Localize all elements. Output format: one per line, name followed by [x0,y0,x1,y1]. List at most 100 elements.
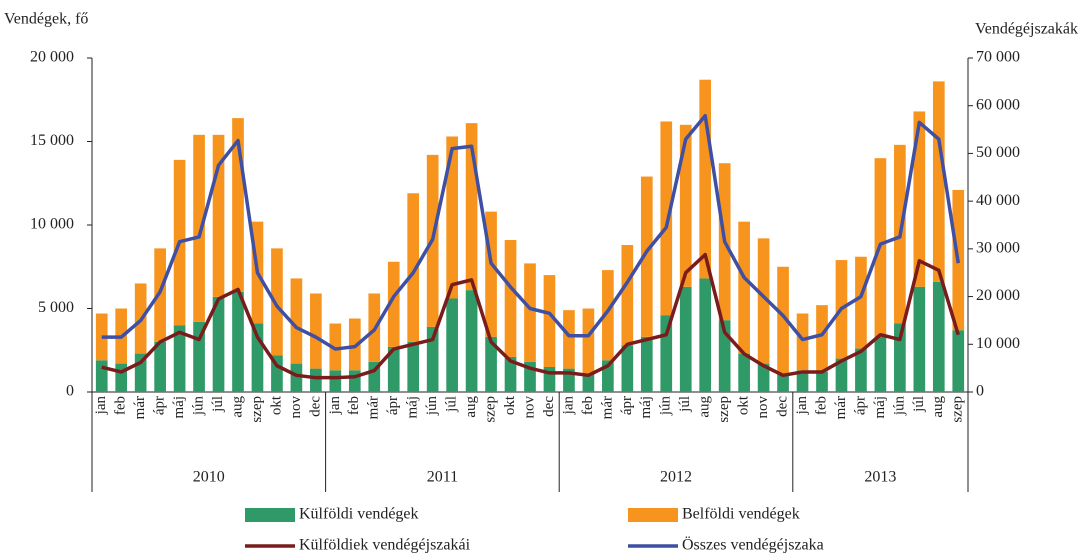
bar [796,370,809,392]
bar [407,341,420,392]
bar [446,136,458,299]
bar [543,366,556,392]
y2-tick-label: 20 000 [976,287,1020,304]
x-tick-label: nov [521,396,537,419]
bar [679,286,692,392]
bar [952,330,965,392]
y-tick-label: 10 000 [30,216,74,233]
x-tick-label: feb [113,396,129,415]
legend-swatch [245,508,295,522]
bar [777,373,789,392]
x-tick-label: okt [268,395,284,415]
y2-tick-label: 0 [976,383,984,400]
x-tick-label: júl [444,396,460,413]
x-tick-label: feb [813,396,829,415]
bar [679,124,692,287]
y-tick-label: 15 000 [30,132,74,149]
y-tick-label: 0 [66,383,74,400]
x-tick-label: máj [638,396,654,419]
bar [290,278,303,364]
bar [874,336,887,392]
x-tick-label: ápr [852,396,868,415]
bar [757,363,770,392]
bar [193,321,205,392]
bar [932,281,945,392]
bar [718,320,731,392]
bar [855,348,867,392]
y2-axis-title: Vendégéjszakák [975,21,1078,38]
y2-tick-label: 40 000 [976,192,1020,209]
x-tick-label: máj [171,396,187,419]
x-tick-label: feb [346,396,362,415]
bar [816,305,828,372]
bar [368,361,381,392]
bar [329,370,342,392]
bar [816,371,828,392]
bar [329,323,342,371]
y-tick-label: 20 000 [30,49,74,66]
bar [777,266,789,374]
bar [894,323,906,392]
x-tick-label: szep [950,396,966,423]
bar [290,363,303,392]
bar [271,248,283,356]
x-tick-label: júl [677,396,693,413]
bar [932,81,945,282]
bar [602,270,614,361]
bar [348,370,361,392]
bar [173,325,186,392]
x-tick-label: jún [891,396,907,417]
x-tick-label: máj [872,396,888,419]
y2-tick-label: 10 000 [976,335,1020,352]
bar [426,326,439,392]
bar [154,248,166,342]
bar [407,193,420,342]
group-label: 2013 [864,469,896,486]
x-tick-label: aug [463,396,479,418]
x-tick-label: aug [229,396,245,418]
x-tick-label: már [833,396,849,419]
x-tick-label: szep [483,396,499,423]
x-tick-label: szep [249,396,265,423]
x-tick-label: ápr [619,396,635,415]
bar [310,368,322,392]
y2-tick-label: 70 000 [976,49,1020,66]
bar [640,176,653,337]
bar [465,123,478,291]
bar [504,356,517,392]
bar [796,313,809,371]
bar [913,111,926,287]
x-tick-label: nov [755,396,771,419]
bar [193,134,205,322]
x-tick-label: jún [658,396,674,417]
bar [640,336,653,392]
bar [660,121,673,316]
bar [738,353,750,392]
legend-label: Külföldiek vendégéjszakái [299,537,471,554]
x-tick-label: okt [502,395,518,415]
bar [387,346,400,392]
legend-label: Belföldi vendégek [682,506,800,523]
x-tick-label: máj [405,396,421,419]
bar [212,134,225,297]
bar [271,355,283,392]
bar [563,310,575,369]
x-tick-label: ápr [385,396,401,415]
x-tick-label: okt [736,395,752,415]
bar [738,221,750,354]
x-tick-label: jún [424,396,440,417]
legend-label: Összes vendégéjszaka [682,536,824,554]
x-tick-label: júl [911,396,927,413]
x-tick-label: jan [327,396,343,416]
y2-tick-label: 60 000 [976,96,1020,113]
x-tick-label: ápr [152,396,168,415]
bar [95,360,108,392]
y2-tick-label: 30 000 [976,240,1020,257]
legend-swatch [628,508,678,522]
x-tick-label: szep [716,396,732,423]
group-label: 2011 [427,469,458,486]
bar [699,79,712,279]
y2-tick-label: 50 000 [976,144,1020,161]
bar [251,323,264,392]
